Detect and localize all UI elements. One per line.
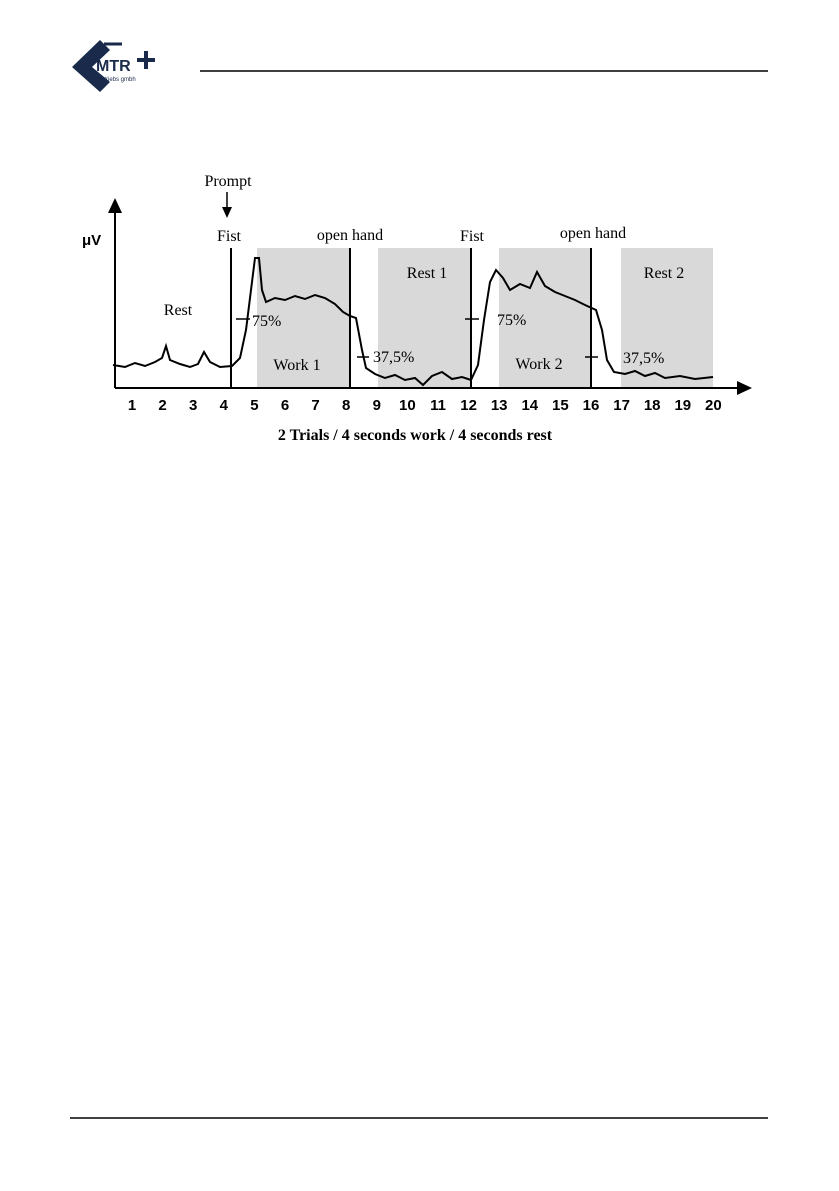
shade-work-1 [257,248,350,388]
x-tick-label: 7 [311,397,319,414]
prompt-label: Prompt [204,173,252,190]
figure: μV Prompt Fist open hand Fist open hand … [82,173,752,444]
threshold-label: 75% [497,312,526,329]
shade-rest-1 [378,248,471,388]
y-axis-label: μV [82,232,101,249]
figure-caption: 2 Trials / 4 seconds work / 4 seconds re… [278,427,553,444]
event-label: Fist [217,228,242,245]
phase-label: Work 2 [515,356,562,373]
x-tick-label: 19 [674,397,691,414]
event-label: open hand [317,227,383,244]
x-tick-label: 1 [128,397,136,414]
x-tick-label: 3 [189,397,197,414]
phase-label: Rest [164,302,193,319]
threshold-label: 37,5% [623,350,664,367]
x-tick-label: 8 [342,397,350,414]
phase-label: Rest 2 [644,265,684,282]
logo-text: MTR [96,58,131,75]
emg-signal [112,257,714,387]
x-tick-label: 2 [158,397,166,414]
logo-subtext: vertriebs gmbh [96,77,136,83]
x-tick-label: 4 [220,397,229,414]
threshold-label: 75% [252,313,281,330]
x-tick-label: 16 [583,397,600,414]
threshold-label: 37,5% [373,349,414,366]
x-tick-label: 20 [705,397,722,414]
event-label: open hand [560,225,626,242]
x-tick-label: 6 [281,397,289,414]
x-tick-label: 5 [250,397,258,414]
x-tick-label: 10 [399,397,416,414]
x-tick-label: 15 [552,397,569,414]
event-label: Fist [460,228,485,245]
x-tick-label: 18 [644,397,661,414]
phase-label: Rest 1 [407,265,447,282]
x-tick-label: 13 [491,397,508,414]
shade-work-2 [499,248,591,388]
x-tick-label: 14 [521,397,538,414]
shade-rest-2 [621,248,713,388]
phase-label: Work 1 [273,357,320,374]
x-tick-label: 9 [373,397,381,414]
x-tick-label: 11 [430,397,446,414]
x-tick-label: 17 [613,397,630,414]
logo: MTR vertriebs gmbh [72,40,155,92]
x-tick-label: 12 [460,397,477,414]
